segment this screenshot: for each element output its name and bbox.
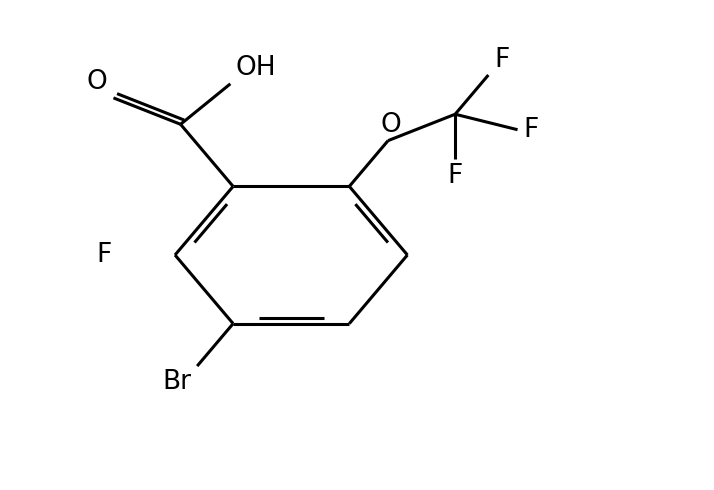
Text: F: F	[96, 242, 111, 268]
Text: O: O	[381, 112, 401, 138]
Text: F: F	[448, 163, 463, 189]
Text: F: F	[494, 47, 509, 73]
Text: F: F	[523, 117, 538, 143]
Text: OH: OH	[236, 55, 276, 81]
Text: Br: Br	[163, 369, 191, 395]
Text: O: O	[86, 69, 107, 95]
